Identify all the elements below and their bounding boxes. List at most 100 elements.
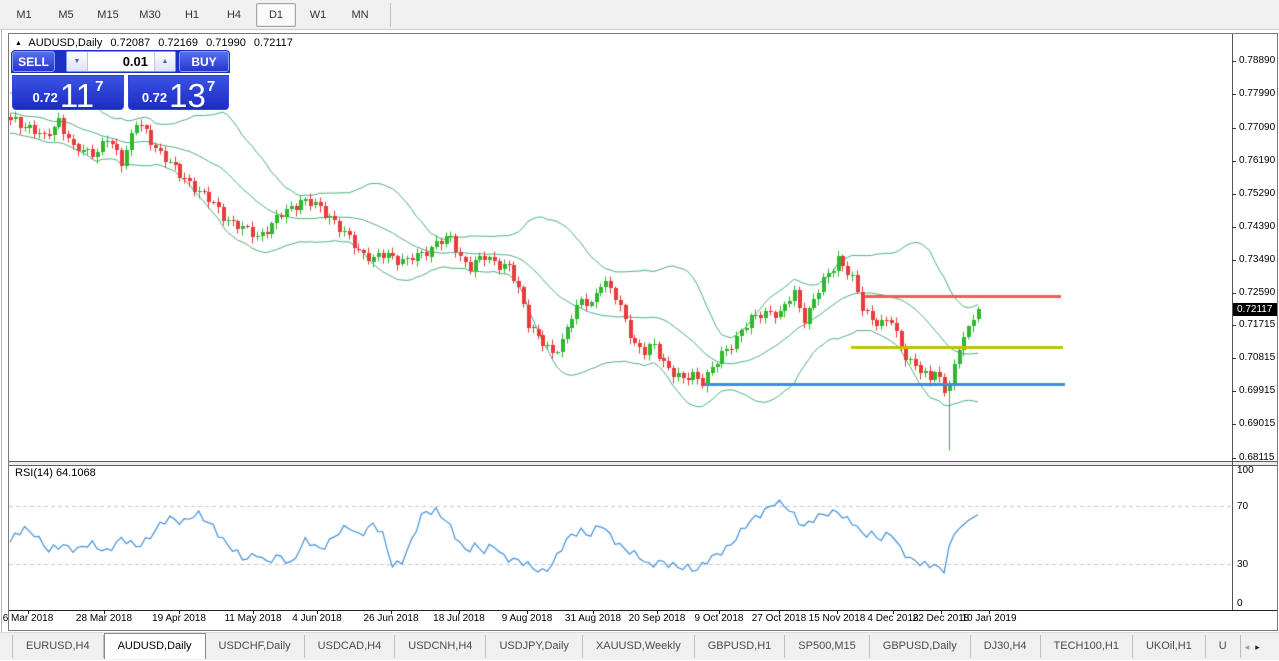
sell-button[interactable]: SELL <box>12 51 55 72</box>
chart-tab-dj30-h4[interactable]: DJ30,H4 <box>971 635 1041 658</box>
chart-tab-usdchf-daily[interactable]: USDCHF,Daily <box>206 635 305 658</box>
chart-window: ▲ AUDUSD,Daily 0.72087 0.72169 0.71990 0… <box>3 33 1278 631</box>
chart-tab-tech100-h1[interactable]: TECH100,H1 <box>1041 635 1133 658</box>
chart-tab-audusd-daily[interactable]: AUDUSD,Daily <box>103 633 206 659</box>
price-axis-label: 0.78890 <box>1239 55 1276 66</box>
price-axis-tick <box>1232 293 1236 294</box>
timeframe-button-h1[interactable]: H1 <box>184 8 200 21</box>
price-axis-label: 0.73490 <box>1239 254 1276 265</box>
chart-tab-bar: EURUSD,H4 AUDUSD,Daily USDCHF,Daily USDCAD,… <box>0 632 1279 660</box>
volume-increase-icon[interactable]: ▲ <box>154 52 175 71</box>
rsi-axis-label: 70 <box>1237 500 1249 512</box>
date-axis-label: 4 Dec 2018 <box>867 613 919 624</box>
date-axis-tick <box>179 611 180 614</box>
date-axis-tick <box>989 611 990 614</box>
date-axis-tick <box>719 611 720 614</box>
price-axis-tick <box>1232 325 1236 326</box>
date-axis-label: 26 Jun 2018 <box>363 613 419 624</box>
price-axis-tick <box>1232 227 1236 228</box>
current-price-tag: 0.72117 <box>1233 303 1277 316</box>
tab-scroll-right-icon[interactable]: ▸ <box>1255 641 1260 652</box>
chart-tab-u[interactable]: U <box>1206 635 1241 658</box>
date-axis-tick <box>779 611 780 614</box>
chart-tab-eurusd-h4[interactable]: EURUSD,H4 <box>12 635 104 658</box>
pane-splitter[interactable] <box>9 461 1277 466</box>
timeframe-button-h4[interactable]: H4 <box>226 8 242 21</box>
date-axis-tick <box>253 611 254 614</box>
window-left-edge <box>1 0 2 660</box>
date-axis-label: 15 Nov 2018 <box>808 613 866 624</box>
date-axis-label: 10 Jan 2019 <box>961 613 1017 624</box>
tab-scroll-arrows: ◂ ▸ <box>1245 633 1260 661</box>
date-axis-tick <box>28 611 29 614</box>
date-axis-tick <box>391 611 392 614</box>
price-axis-label: 0.76190 <box>1239 155 1276 166</box>
price-axis-tick <box>1232 358 1236 359</box>
timeframe-button-m5[interactable]: M5 <box>58 8 74 21</box>
chart-tab-usdcad-h4[interactable]: USDCAD,H4 <box>305 635 396 658</box>
buy-quote-box[interactable]: 0.72 13 7 <box>128 75 229 112</box>
price-axis-label: 0.68115 <box>1239 452 1275 463</box>
chart-tab-gbpusd-h1[interactable]: GBPUSD,H1 <box>695 635 786 658</box>
chart-tab-ukoil-h1[interactable]: UKOil,H1 <box>1133 635 1206 658</box>
date-axis-border <box>9 610 1277 611</box>
date-axis-label: 11 May 2018 <box>224 613 282 624</box>
sell-price-point: 7 <box>95 78 104 95</box>
price-axis-border <box>1232 34 1233 610</box>
chart-tab-xauusd-weekly[interactable]: XAUUSD,Weekly <box>583 635 695 658</box>
volume-decrease-icon[interactable]: ▼ <box>67 52 88 71</box>
chart-symbol-label: AUDUSD,Daily <box>28 37 103 49</box>
chart-tab-usdcnh-h4[interactable]: USDCNH,H4 <box>395 635 487 658</box>
date-axis-tick <box>837 611 838 614</box>
rsi-indicator-canvas[interactable] <box>9 464 1232 610</box>
price-axis-label: 0.75290 <box>1239 188 1276 199</box>
chart-tab-gbpusd-daily[interactable]: GBPUSD,Daily <box>870 635 971 658</box>
timeframe-button-w1[interactable]: W1 <box>309 8 327 21</box>
date-axis-label: 4 Jun 2018 <box>292 613 342 624</box>
date-axis-label: 28 Mar 2018 <box>75 613 133 624</box>
timeframe-button-d1[interactable]: D1 <box>256 2 296 27</box>
timeframe-toolbar: M1 M5 M15 M30 H1 H4 D1 W1 MN <box>0 0 1279 30</box>
timeframe-button-mn[interactable]: MN <box>351 8 369 21</box>
rsi-axis-label: 30 <box>1237 559 1249 571</box>
timeframe-button-m1[interactable]: M1 <box>16 8 32 21</box>
price-axis-tick <box>1232 94 1236 95</box>
buy-price-point: 7 <box>206 78 216 95</box>
price-axis-tick <box>1232 61 1236 62</box>
price-axis-tick <box>1232 161 1236 162</box>
price-axis-tick <box>1232 424 1236 425</box>
chart-tab-sp500-m15[interactable]: SP500,M15 <box>785 635 870 658</box>
one-click-trading-panel: SELL ▼ ▲ BUY 0.72 11 7 0.72 13 7 <box>11 50 230 112</box>
date-axis-tick <box>941 611 942 614</box>
date-axis-label: 9 Aug 2018 <box>501 613 553 624</box>
volume-input[interactable] <box>88 52 154 71</box>
chart-tab-usdjpy-daily[interactable]: USDJPY,Daily <box>486 635 583 658</box>
rsi-axis-label: 100 <box>1237 465 1254 476</box>
date-axis-tick <box>317 611 318 614</box>
date-axis-label: 9 Oct 2018 <box>694 613 744 624</box>
rsi-axis-label: 0 <box>1237 598 1243 609</box>
price-axis-label: 0.77990 <box>1239 88 1276 99</box>
price-axis-label: 0.77090 <box>1239 122 1276 133</box>
buy-button[interactable]: BUY <box>179 51 229 72</box>
price-axis-tick <box>1232 260 1236 261</box>
timeframe-button-m15[interactable]: M15 <box>97 8 119 21</box>
sell-quote-box[interactable]: 0.72 11 7 <box>12 75 124 112</box>
date-axis-label: 22 Dec 2018 <box>912 613 970 624</box>
timeframe-button-m30[interactable]: M30 <box>139 8 161 21</box>
chart-marker-icon: ▲ <box>15 40 22 47</box>
price-axis-label: 0.71715 <box>1239 319 1276 330</box>
price-axis-label: 0.69015 <box>1239 418 1276 429</box>
price-axis-tick <box>1232 128 1236 129</box>
price-axis-tick <box>1232 194 1236 195</box>
date-axis-tick <box>459 611 460 614</box>
ohlc-open: 0.72087 <box>110 37 151 49</box>
date-axis-label: 19 Apr 2018 <box>152 613 206 624</box>
date-axis-label: 27 Oct 2018 <box>751 613 807 624</box>
date-axis-tick <box>893 611 894 614</box>
price-axis-label: 0.70815 <box>1239 352 1276 363</box>
price-axis-label: 0.69915 <box>1239 385 1276 396</box>
date-axis-tick <box>527 611 528 614</box>
tab-scroll-left-icon[interactable]: ◂ <box>1244 641 1250 652</box>
